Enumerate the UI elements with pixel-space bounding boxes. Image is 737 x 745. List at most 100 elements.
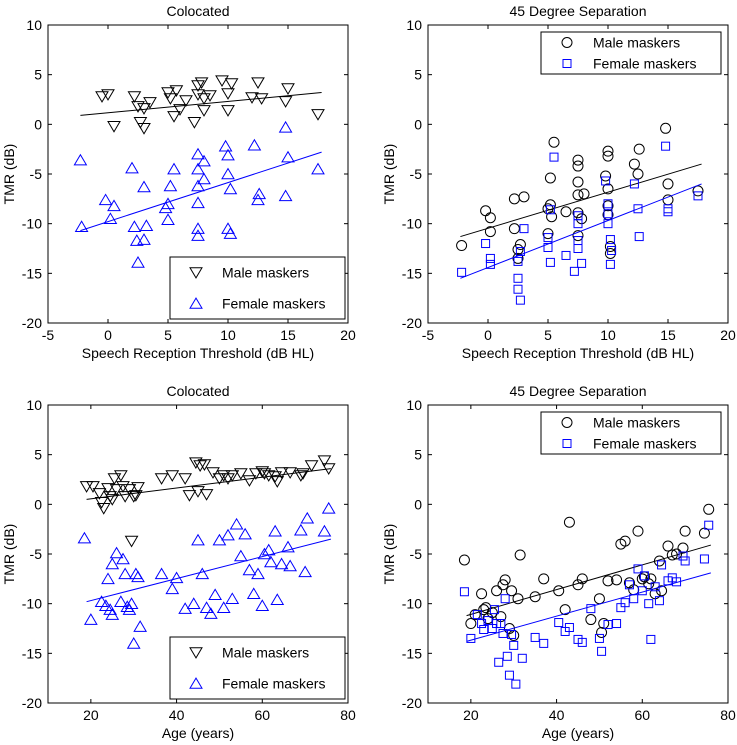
data-point-female (545, 257, 555, 267)
data-point-female (203, 607, 218, 619)
y-tick-label: -15 (22, 265, 42, 281)
data-point-male (124, 535, 139, 548)
data-point-male (572, 230, 584, 242)
data-point-female (298, 565, 313, 578)
y-tick-label: -20 (402, 315, 422, 331)
data-point-male (221, 88, 235, 100)
data-point-female (517, 653, 527, 663)
data-point-male (572, 579, 584, 591)
data-point-male (546, 211, 558, 223)
chart-title: Colocated (166, 383, 229, 399)
data-point-male (572, 160, 584, 172)
panel-separation-age: 45 Degree Separation 20 40 60 80 -20 -15 -10 -5 0… (381, 383, 736, 741)
trend-line-female (466, 572, 711, 642)
data-point-male (206, 467, 220, 479)
y-tick-label: -5 (410, 546, 423, 562)
data-point-female (191, 533, 205, 546)
data-point-female (515, 295, 525, 305)
legend-marker-female (189, 297, 203, 309)
legend-marker-female (189, 677, 203, 689)
data-point-female (154, 567, 169, 580)
y-axis-label: TMR (dB) (381, 524, 397, 585)
data-point-male (105, 494, 120, 506)
data-point-male (165, 470, 180, 482)
x-tick-label: 20 (463, 707, 479, 723)
data-point-male (578, 188, 590, 200)
data-point-male (662, 194, 674, 206)
panel-colocated-age: Colocated 20 40 60 80 -20 -15 -10 -5 0 5 10 Age (yea… (1, 383, 356, 741)
x-tick-label: 5 (544, 327, 552, 343)
legend-marker-male (561, 37, 573, 48)
data-point-female (163, 179, 178, 192)
data-point-male (197, 459, 212, 471)
data-point-male (512, 252, 524, 264)
data-point-male (508, 193, 520, 205)
data-point-female (221, 528, 235, 541)
data-point-male (548, 136, 560, 148)
x-tick-label: -5 (422, 327, 435, 343)
y-axis-label: TMR (dB) (1, 524, 17, 585)
data-point-female (268, 524, 283, 537)
data-point-female (661, 141, 671, 151)
data-point-female (116, 552, 130, 565)
data-point-male (188, 457, 203, 469)
data-point-male (560, 206, 572, 218)
data-point-female (594, 633, 604, 643)
legend-label-female: Female maskers (222, 676, 325, 692)
data-point-female (165, 582, 180, 595)
data-point-male (666, 549, 678, 561)
data-point-female (233, 549, 248, 562)
data-point-female (167, 162, 181, 175)
data-point-female (539, 638, 549, 648)
data-point-male (270, 476, 285, 488)
data-point-male (109, 484, 124, 496)
y-tick-label: -10 (402, 596, 422, 612)
data-point-male (529, 591, 541, 603)
data-point-female (300, 511, 315, 524)
data-point-male (281, 83, 295, 95)
x-axis-label: Age (years) (542, 725, 614, 741)
data-point-male (311, 109, 325, 121)
data-point-male (215, 75, 229, 88)
data-point-female (519, 224, 529, 234)
data-point-male (321, 463, 336, 475)
x-tick-label: -5 (42, 327, 55, 343)
legend: Male maskers Female maskers (540, 411, 722, 455)
data-point-male (703, 503, 715, 515)
data-point-female (605, 235, 615, 245)
data-point-female (663, 207, 673, 217)
data-point-female (644, 599, 654, 609)
data-point-female (485, 259, 495, 269)
y-tick-label: 10 (26, 397, 42, 413)
data-point-female (255, 599, 270, 611)
data-point-female (603, 219, 613, 229)
data-point-female (73, 153, 88, 166)
data-point-male (458, 554, 470, 566)
data-point-female (680, 556, 690, 566)
data-point-female (561, 250, 571, 260)
x-tick-label: 0 (104, 327, 112, 343)
data-point-male (604, 247, 616, 259)
data-point-male (602, 145, 614, 157)
data-point-female (489, 605, 499, 615)
data-point-male (283, 467, 298, 479)
data-point-female (543, 233, 553, 243)
x-tick-label: 20 (340, 327, 356, 343)
x-tick-label: 15 (280, 327, 296, 343)
data-point-female (208, 588, 223, 601)
legend-label-male: Male maskers (593, 415, 680, 431)
data-point-female (246, 587, 261, 600)
data-point-male (677, 542, 689, 554)
y-tick-label: -20 (22, 695, 42, 711)
data-point-male (480, 602, 492, 614)
data-point-female (479, 624, 489, 634)
data-point-female (105, 557, 120, 570)
data-point-female (699, 554, 709, 564)
legend-marker-female (562, 59, 572, 68)
data-point-female (511, 679, 521, 689)
data-point-female (569, 266, 579, 276)
data-point-female (238, 527, 253, 540)
y-tick-label: 0 (34, 116, 42, 132)
data-point-female (634, 232, 644, 242)
data-point-female (513, 284, 523, 294)
